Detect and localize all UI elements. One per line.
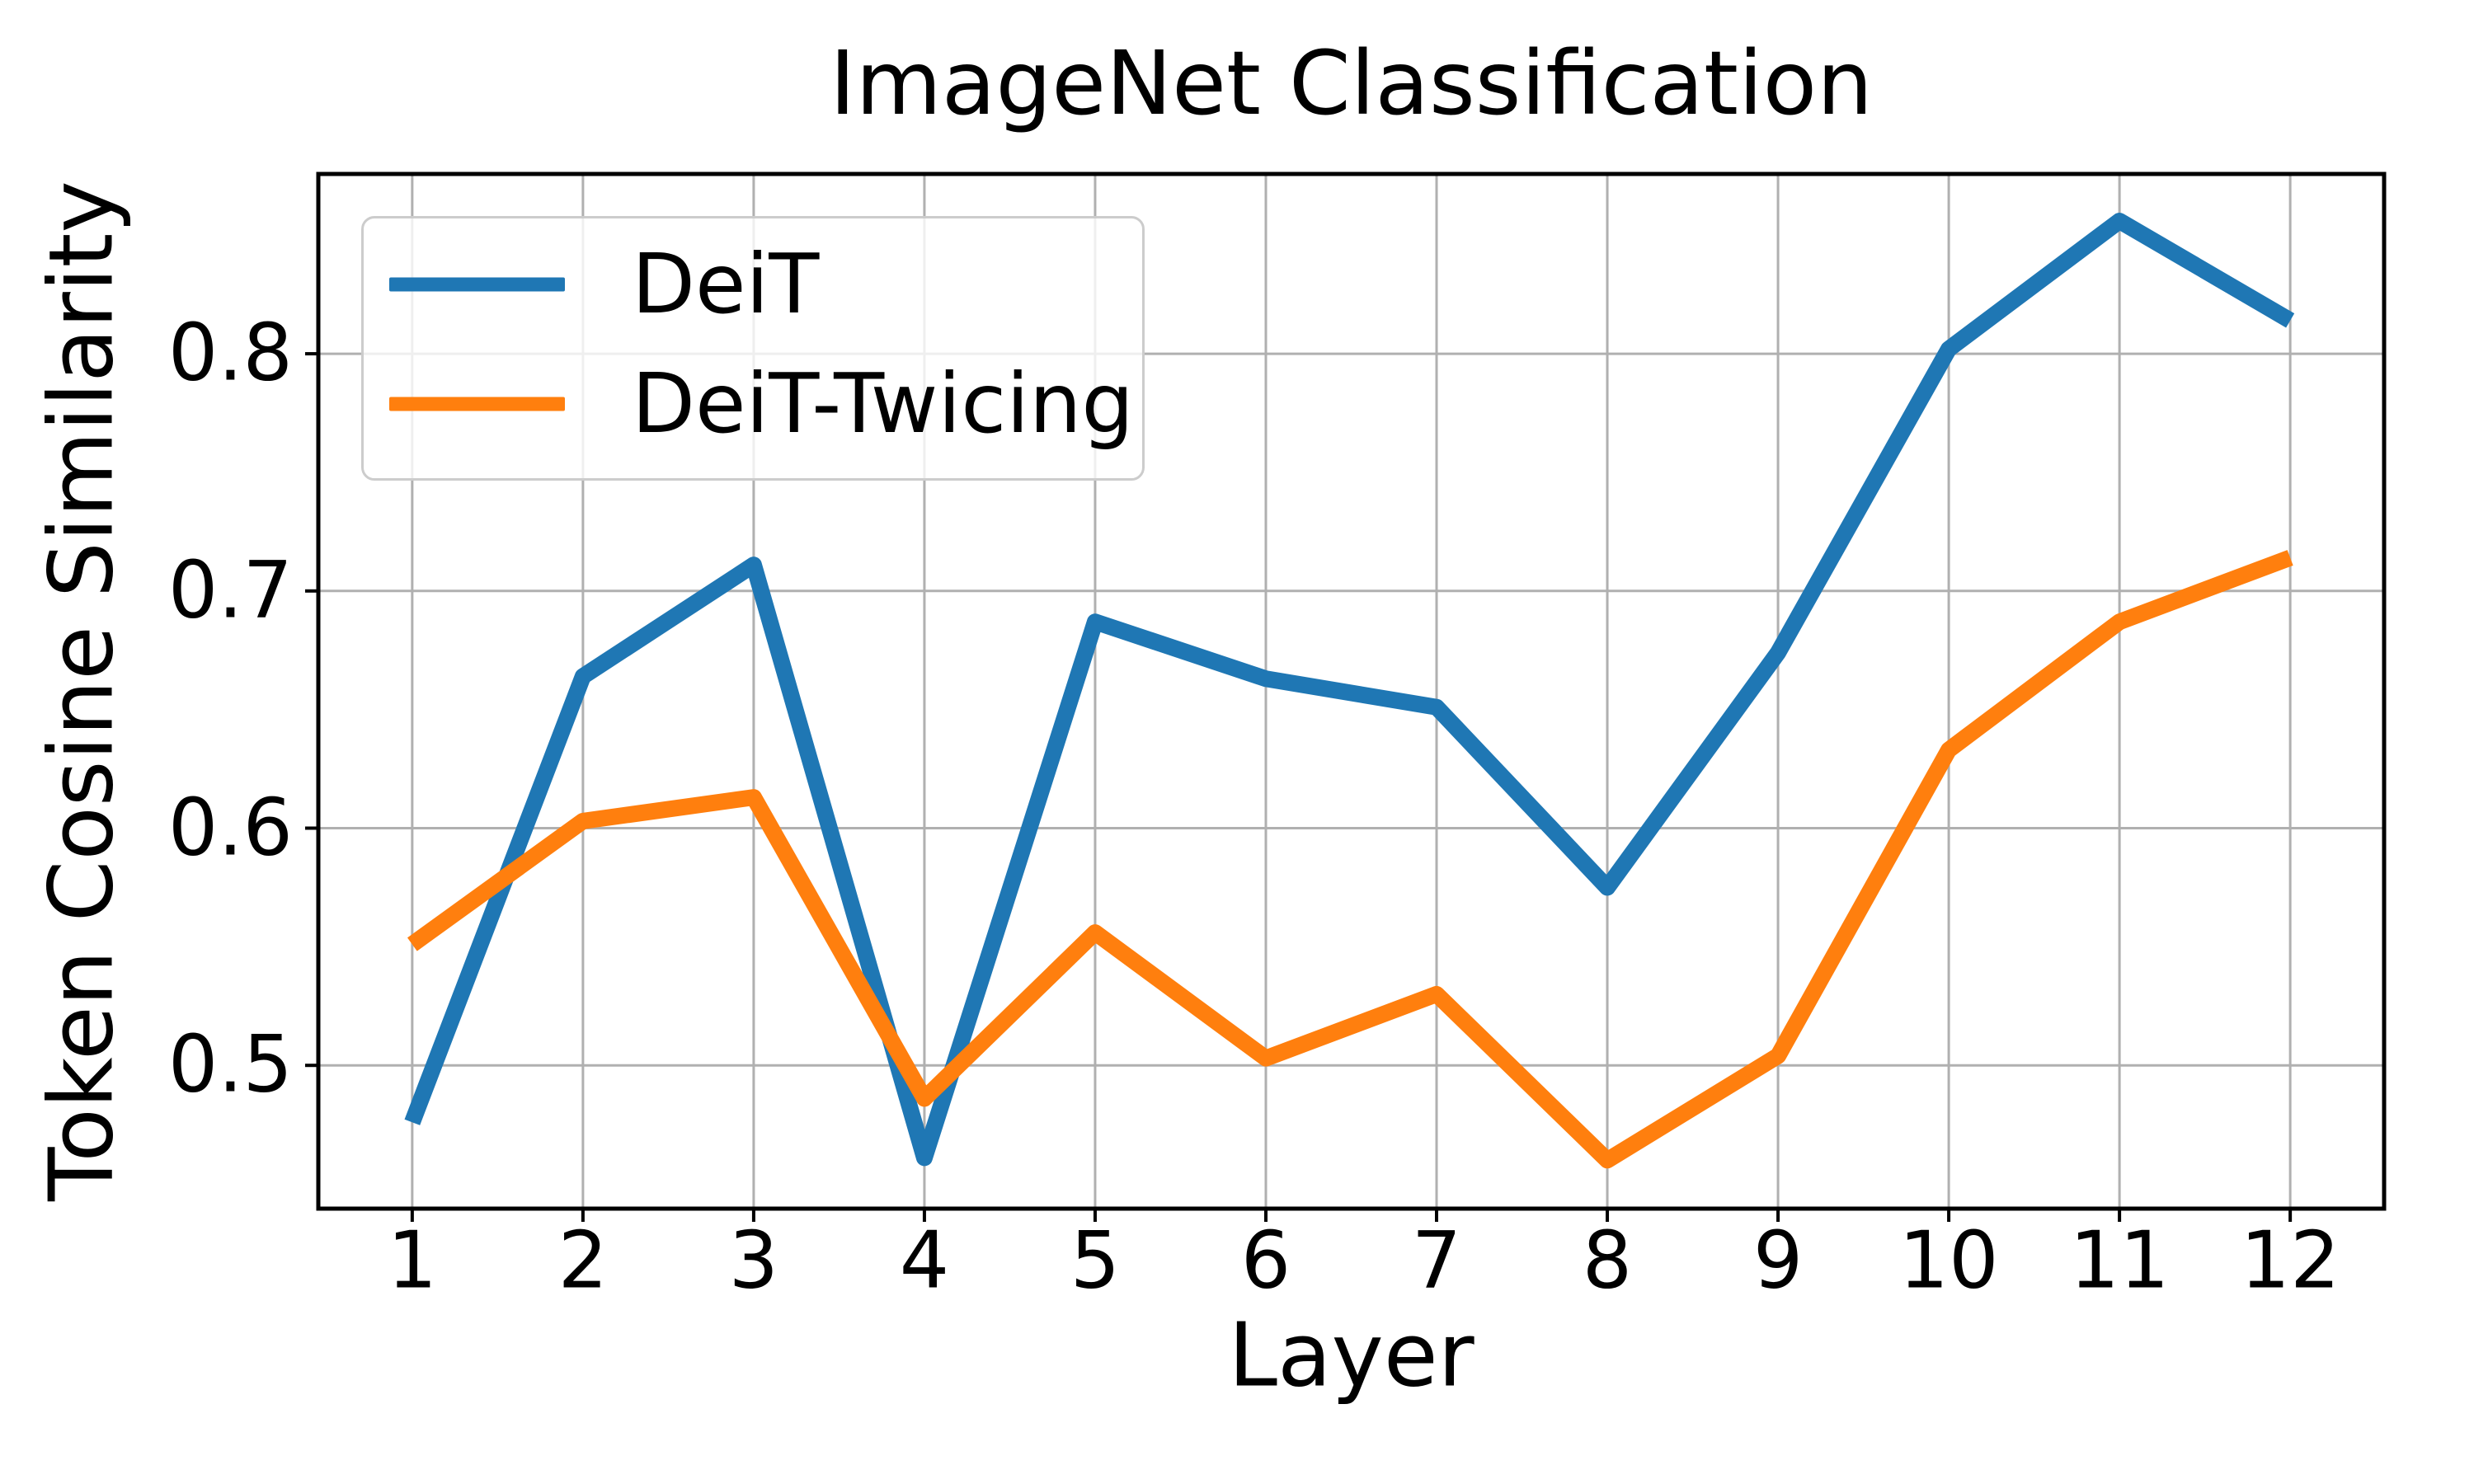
x-tick-label: 3 <box>728 1215 779 1307</box>
y-tick-label: 0.8 <box>167 308 293 399</box>
x-tick-label: 5 <box>1070 1215 1121 1307</box>
legend-label: DeiT-Twicing <box>632 355 1134 452</box>
x-axis-label: Layer <box>1228 1304 1475 1407</box>
x-tick-label: 8 <box>1582 1215 1633 1307</box>
y-tick-label: 0.6 <box>167 782 293 873</box>
x-tick-label: 1 <box>387 1215 438 1307</box>
x-tick-label: 9 <box>1752 1215 1804 1307</box>
chart-title: ImageNet Classification <box>830 33 1873 135</box>
plot-frame <box>316 171 2387 1211</box>
deit-line-sample <box>389 277 565 292</box>
gridlines <box>318 174 2384 1209</box>
x-tick-label: 6 <box>1240 1215 1291 1307</box>
deit-twicing-line <box>407 550 2293 1169</box>
y-tick-label: 0.7 <box>167 545 293 636</box>
x-tick-label: 10 <box>1898 1215 1999 1307</box>
x-tick-label: 7 <box>1411 1215 1462 1307</box>
x-tick-label: 2 <box>557 1215 609 1307</box>
x-tick-label: 4 <box>899 1215 950 1307</box>
data-lines <box>404 212 2295 1169</box>
y-tick-label: 0.5 <box>167 1019 293 1111</box>
x-tick-label: 12 <box>2240 1215 2340 1307</box>
deit-twicing-line-sample <box>389 397 565 411</box>
axis-ticks <box>305 352 2293 1222</box>
legend: DeiT DeiT-Twicing <box>361 216 1145 481</box>
legend-label: DeiT <box>632 236 820 332</box>
x-tick-label: 11 <box>2069 1215 2170 1307</box>
deit-line <box>404 212 2295 1167</box>
